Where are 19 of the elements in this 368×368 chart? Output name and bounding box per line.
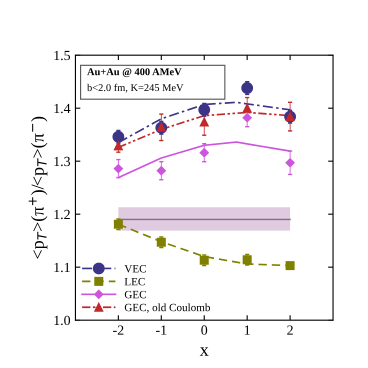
annotation: b<2.0 fm, K=245 MeV [87,84,184,93]
x-tick-label: 2 [287,325,293,335]
legend-label: GEC [124,290,146,298]
legend-label: VEC [124,265,146,273]
text: <p$_{T}$>(π$^{+}$)/<p$_{T}$>(π$^{−}$) [28,116,48,259]
y-tick-label: 1.3 [54,156,70,166]
legend-label: GEC, old Coulomb [124,303,210,313]
y-tick-label: 1.2 [54,210,70,220]
y-tick-label: 1.1 [54,262,70,272]
x-tick-label: -1 [156,325,166,335]
y-tick-label: 1.0 [54,316,70,326]
x-axis-title: x [200,347,209,356]
legend-label: LEC [124,278,145,286]
y-tick-label: 1.4 [54,104,70,114]
annotation: Au+Au @ 400 AMeV [87,68,182,78]
x-tick-label: 0 [201,325,208,335]
x-tick-label: -2 [113,325,124,335]
x-tick-label: 1 [244,325,250,335]
y-tick-label: 1.5 [54,50,70,60]
